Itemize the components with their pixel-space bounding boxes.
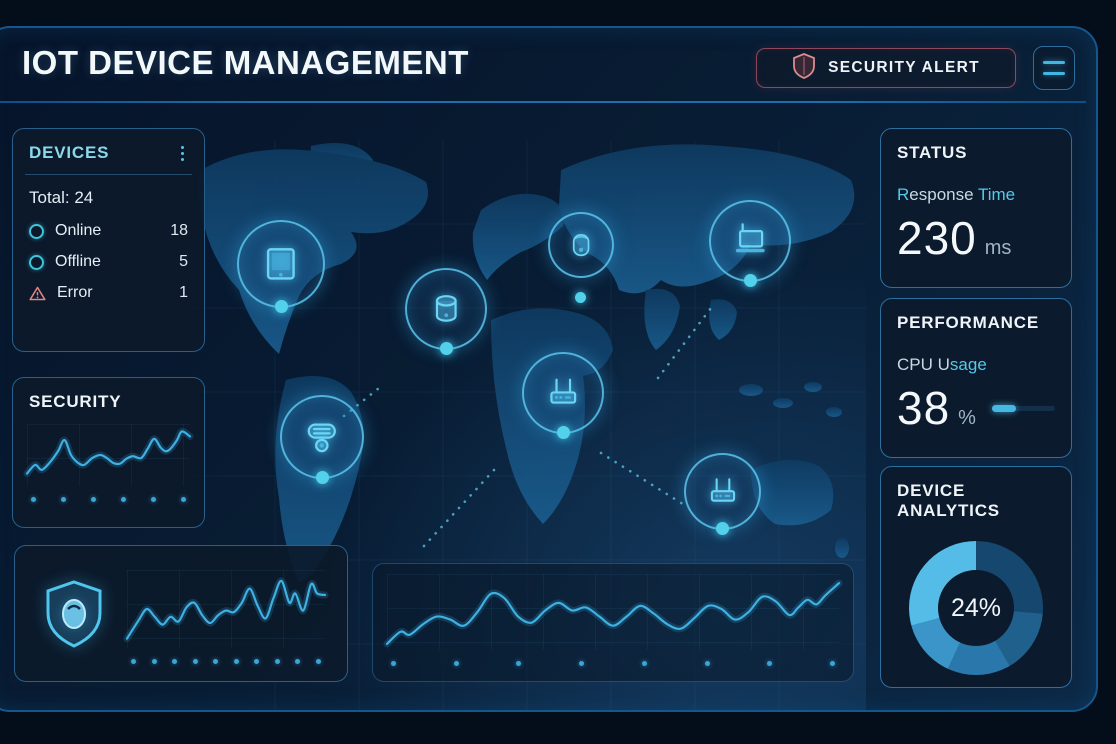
router-icon <box>550 378 576 404</box>
status-panel-title: STATUS <box>897 143 968 162</box>
kebab-menu-icon[interactable] <box>177 144 188 163</box>
cpu-progress-bar <box>991 404 1055 412</box>
device-marker-router-2[interactable] <box>684 453 761 535</box>
status-dot <box>716 522 729 535</box>
network-activity-panel <box>372 563 854 682</box>
device-marker-router[interactable] <box>522 352 604 439</box>
security-alert-button[interactable]: SECURITY ALERT <box>756 48 1016 88</box>
header-divider <box>0 101 1086 103</box>
smart-speaker-icon <box>307 423 337 453</box>
storage-hub-icon <box>435 294 457 322</box>
security-alert-label: SECURITY ALERT <box>828 59 980 76</box>
response-time-unit: ms <box>984 237 1012 259</box>
cpu-usage-value: 38 <box>897 382 951 434</box>
axis-ticks <box>31 497 186 502</box>
tablet-icon <box>267 248 295 280</box>
device-marker-laptop[interactable] <box>709 200 791 287</box>
status-dot <box>439 342 453 355</box>
error-warning-icon <box>29 286 46 301</box>
laptop-icon <box>735 222 765 252</box>
status-dot <box>556 426 570 439</box>
alert-shield-icon <box>792 52 816 84</box>
response-time-value: 230 <box>897 212 977 264</box>
device-marker-smart-speaker[interactable] <box>280 395 364 484</box>
device-row-online: Online 18 <box>29 222 188 240</box>
online-status-icon <box>29 223 44 239</box>
status-dot <box>574 292 586 303</box>
network-activity-chart <box>387 574 839 666</box>
analytics-panel-title: DEVICE ANALYTICS <box>897 481 1000 520</box>
security-trend-chart <box>27 424 190 502</box>
security-overview-panel <box>14 545 348 682</box>
device-marker-tablet[interactable] <box>237 220 325 313</box>
status-dot <box>274 300 288 313</box>
performance-panel: PERFORMANCE CPU Usage 38 % <box>880 298 1072 458</box>
axis-ticks <box>131 658 321 664</box>
router-icon <box>710 477 735 502</box>
security-overview-chart <box>127 569 325 664</box>
menu-icon <box>1043 61 1065 64</box>
performance-panel-title: PERFORMANCE <box>897 313 1039 332</box>
device-distribution-donut: 24% <box>909 541 1043 675</box>
device-analytics-panel: DEVICE ANALYTICS 24% <box>880 466 1072 688</box>
cpu-usage-label: CPU Usage <box>897 355 987 374</box>
device-row-offline: Offline 5 <box>29 253 188 271</box>
status-dot <box>743 274 757 287</box>
cpu-usage-unit: % <box>958 407 976 429</box>
device-marker-smart-pod[interactable] <box>548 212 614 303</box>
divider <box>25 174 192 175</box>
page-title: IOT DEVICE MANAGEMENT <box>22 44 469 81</box>
offline-status-icon <box>29 254 44 270</box>
device-row-error: Error 1 <box>29 284 188 302</box>
status-dot <box>315 471 329 484</box>
status-panel: STATUS Response Time 230 ms <box>880 128 1072 288</box>
menu-button[interactable] <box>1033 46 1075 90</box>
device-total: Total: 24 <box>29 188 94 207</box>
devices-panel: DEVICES Total: 24 Online 18 Offline 5 Er… <box>12 128 205 352</box>
security-panel-title: SECURITY <box>29 392 122 411</box>
donut-center-value: 24% <box>950 593 1002 622</box>
smart-pod-icon <box>572 234 590 256</box>
devices-panel-title: DEVICES <box>29 143 110 162</box>
device-marker-storage-hub[interactable] <box>405 268 487 355</box>
response-time-label: Response Time <box>897 185 1016 204</box>
shield-lock-icon <box>31 579 117 649</box>
security-panel: SECURITY <box>12 377 205 528</box>
axis-ticks <box>391 661 835 666</box>
